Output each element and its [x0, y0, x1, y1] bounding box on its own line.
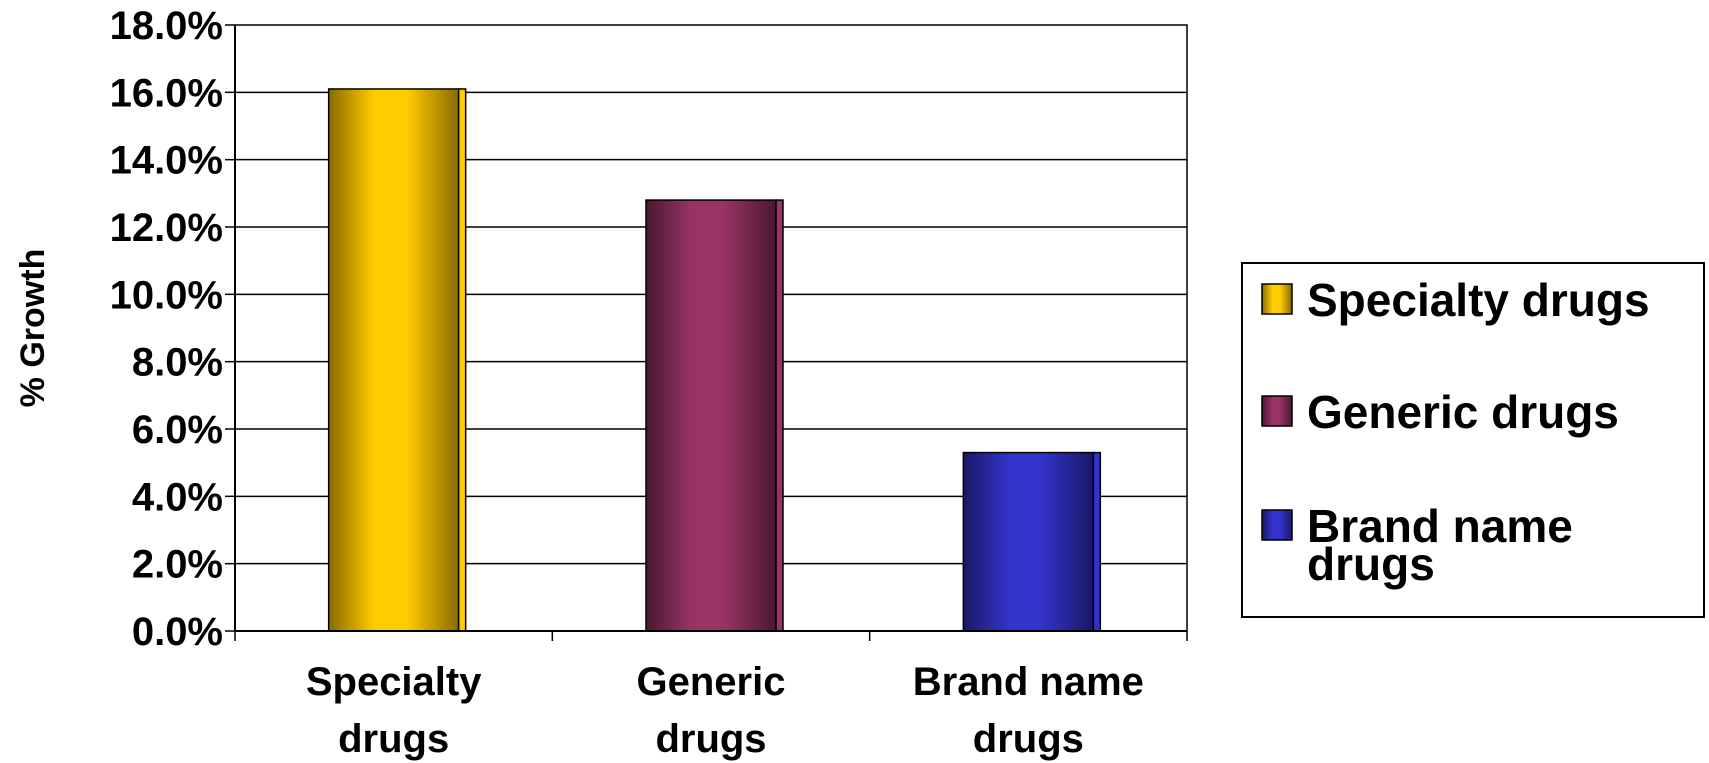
x-tick-label: drugs: [338, 717, 449, 761]
y-axis-title: % Growth: [14, 249, 52, 408]
y-tick-label: 0.0%: [132, 610, 223, 654]
y-tick-label: 2.0%: [132, 543, 223, 587]
y-tick-label: 18.0%: [110, 4, 223, 48]
bar: [329, 89, 459, 631]
y-tick-label: 8.0%: [132, 341, 223, 385]
x-tick-label: Generic: [637, 660, 786, 704]
x-tick-label: drugs: [655, 717, 766, 761]
bar-side: [1093, 453, 1100, 631]
legend-label: drugs: [1307, 538, 1435, 590]
x-tick-label: Brand name: [913, 660, 1144, 704]
y-tick-label: 6.0%: [132, 408, 223, 452]
x-tick-label: drugs: [973, 717, 1084, 761]
legend-label: Specialty drugs: [1307, 274, 1650, 326]
legend-swatch: [1262, 284, 1292, 314]
y-tick-label: 16.0%: [110, 71, 223, 115]
y-tick-label: 12.0%: [110, 206, 223, 250]
bar: [646, 200, 776, 631]
y-tick-label: 4.0%: [132, 475, 223, 519]
y-tick-label: 10.0%: [110, 273, 223, 317]
y-tick-label: 14.0%: [110, 139, 223, 183]
bar: [963, 453, 1093, 631]
legend-swatch: [1262, 510, 1292, 540]
bar-side: [776, 200, 783, 631]
legend-swatch: [1262, 396, 1292, 426]
legend-label: Generic drugs: [1307, 386, 1619, 438]
x-tick-label: Specialty: [306, 660, 482, 704]
y-tick-labels: 0.0% 2.0% 4.0% 6.0% 8.0% 10.0% 12.0% 14.0% 16.0%…: [110, 4, 223, 654]
x-tick-labels: Specialty drugs Generic drugs Brand name drug…: [306, 660, 1144, 761]
bar-side: [459, 89, 466, 631]
